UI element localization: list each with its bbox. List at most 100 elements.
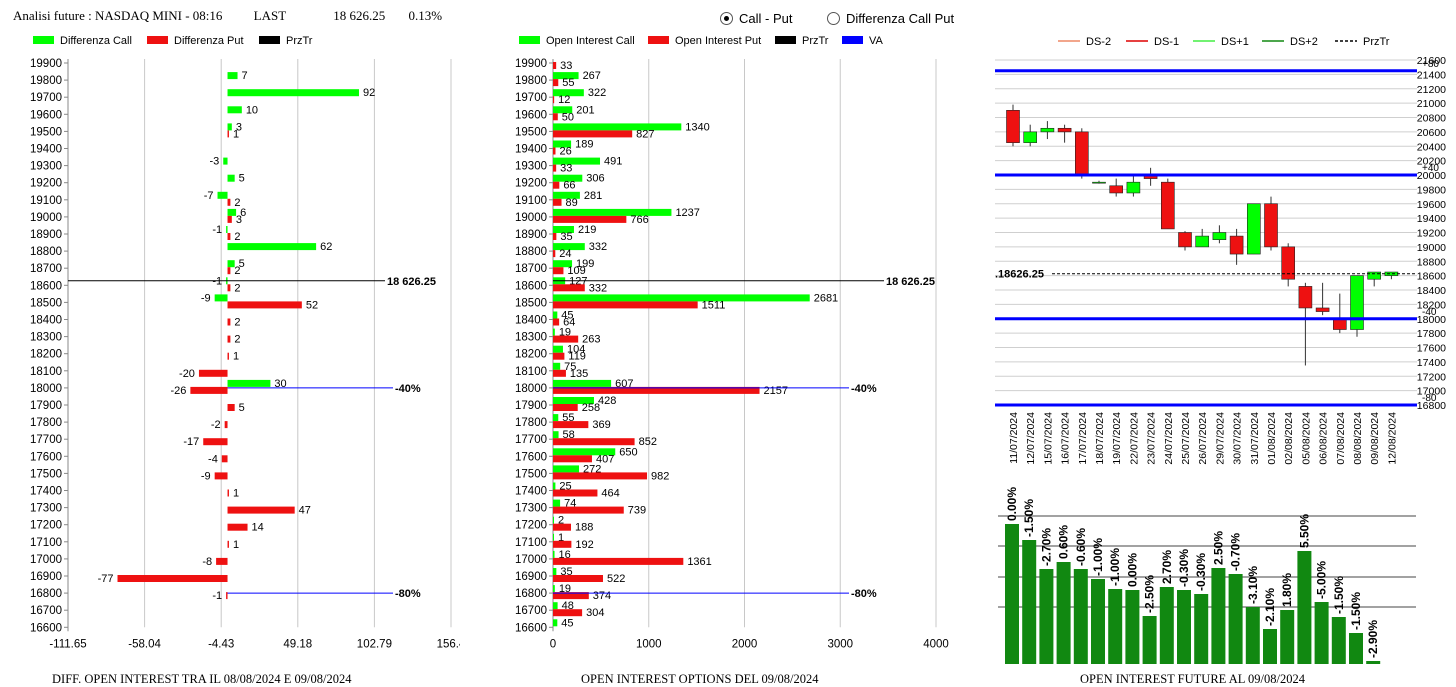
call-bar-label: 3 [236, 121, 242, 133]
put-bar [227, 284, 231, 292]
legend-label: PrzTr [1363, 36, 1390, 48]
put-bar [553, 455, 592, 463]
call-bar [553, 414, 559, 422]
strike-label: 18600 [30, 280, 62, 292]
y-tick-label: 18200 [1417, 299, 1446, 311]
strike-label: 17100 [30, 537, 62, 549]
diff-oi-footer: DIFF. OPEN INTEREST TRA IL 08/08/2024 E … [52, 672, 352, 686]
put-bar-label: 55 [562, 77, 574, 89]
instrument-title: Analisi future : NASDAQ MINI - 08:16 [13, 8, 223, 23]
put-bar [226, 592, 228, 600]
put-bar [227, 540, 229, 548]
x-tick-label: -111.65 [49, 638, 86, 650]
date-label: 30/07/2024 [1232, 412, 1244, 465]
va-level-label: +40 [1422, 163, 1439, 174]
call-bar-label: 5 [239, 258, 245, 270]
price-label: .18626.25 [995, 269, 1044, 281]
put-bar [227, 489, 229, 497]
call-bar [553, 602, 558, 610]
strike-label: 19700 [515, 92, 547, 104]
put-bar [553, 386, 760, 394]
strike-label: 16900 [30, 571, 62, 583]
put-bar [553, 609, 583, 617]
strike-label: 17400 [515, 486, 547, 498]
x-tick-label: 102.79 [357, 638, 392, 650]
candle-body [1350, 275, 1364, 330]
strike-label: 19800 [515, 75, 547, 87]
va-level-label: -80 [1422, 393, 1437, 404]
candle-body [1178, 232, 1192, 248]
put-bar-label: 332 [589, 282, 607, 294]
strike-label: 18100 [515, 366, 547, 378]
candle-body [1092, 181, 1106, 184]
candle-body [1384, 271, 1399, 276]
strike-label: 19600 [30, 109, 62, 121]
y-tick-label: 17600 [1417, 343, 1446, 355]
call-bar-label: 306 [586, 173, 604, 185]
put-bar-label: -2 [211, 419, 221, 431]
put-bar-label: 33 [560, 60, 572, 72]
put-bar [553, 369, 566, 377]
call-bar [553, 208, 672, 216]
oi-future-label: -5.00% [1315, 561, 1329, 599]
diff-call-put-radio[interactable]: Differenza Call Put [827, 11, 954, 26]
put-bar [227, 352, 229, 360]
x-tick-label: 2000 [732, 638, 758, 650]
oi-options-footer: OPEN INTEREST OPTIONS DEL 09/08/2024 [581, 672, 819, 686]
put-bar [553, 421, 589, 429]
call-bar-label: 199 [576, 258, 594, 270]
call-bar-label: 7 [242, 70, 248, 82]
strike-label: 18100 [30, 366, 62, 378]
va-level-label: -40 [1422, 307, 1437, 318]
put-bar-label: 982 [651, 470, 669, 482]
put-bar-label: 369 [592, 419, 610, 431]
call-bar [553, 568, 557, 575]
oi-future-label: 5.50% [1297, 514, 1311, 548]
call-bar [553, 619, 558, 627]
call-bar-label: 45 [561, 617, 573, 629]
x-tick-label: 0 [550, 638, 556, 650]
put-bar-label: 464 [601, 488, 619, 500]
call-bar-label: 267 [583, 70, 601, 82]
date-label: 29/07/2024 [1214, 412, 1226, 465]
last-label: LAST [253, 8, 286, 23]
put-bar-label: 66 [563, 180, 575, 192]
put-bar [227, 318, 231, 326]
call-put-radio[interactable]: Call - Put [720, 11, 792, 26]
y-tick-label: 18600 [1417, 271, 1446, 283]
put-bar [227, 404, 235, 411]
put-bar-label: 50 [562, 111, 574, 123]
strike-label: 17700 [30, 434, 62, 446]
oi-future-bar [1125, 590, 1140, 664]
call-bar [553, 516, 554, 524]
legend-swatch [648, 36, 669, 44]
candle-body [1298, 286, 1313, 309]
legend-swatch [775, 36, 796, 44]
put-bar [553, 62, 557, 69]
strike-label: 19800 [30, 75, 62, 87]
strike-label: 18400 [515, 315, 547, 327]
strike-label: 19000 [515, 212, 547, 224]
candle-body [1367, 271, 1382, 280]
put-bar [553, 438, 635, 446]
call-bar-label: 104 [567, 344, 585, 356]
oi-future-label: 0.00% [1005, 487, 1019, 521]
strike-label: 18000 [515, 383, 547, 395]
oi-future-bar [1108, 589, 1123, 664]
y-tick-label: 16800 [1417, 400, 1446, 412]
level-label: -40% [395, 383, 421, 395]
oi-future-label: -2.10% [1263, 588, 1277, 626]
oi-future-bar [1245, 607, 1260, 664]
level-label: -80% [851, 588, 877, 600]
call-bar [227, 379, 271, 387]
put-bar [553, 352, 565, 360]
radio-on-icon [720, 12, 733, 25]
put-bar [553, 506, 624, 514]
candle-body [1195, 235, 1209, 248]
legend-swatch [147, 36, 168, 44]
y-tick-label: 20000 [1417, 170, 1446, 182]
put-bar-label: 5 [239, 402, 245, 414]
put-bar [227, 233, 231, 240]
call-bar-label: 491 [604, 156, 622, 168]
va-level-label: +80 [1422, 59, 1439, 70]
